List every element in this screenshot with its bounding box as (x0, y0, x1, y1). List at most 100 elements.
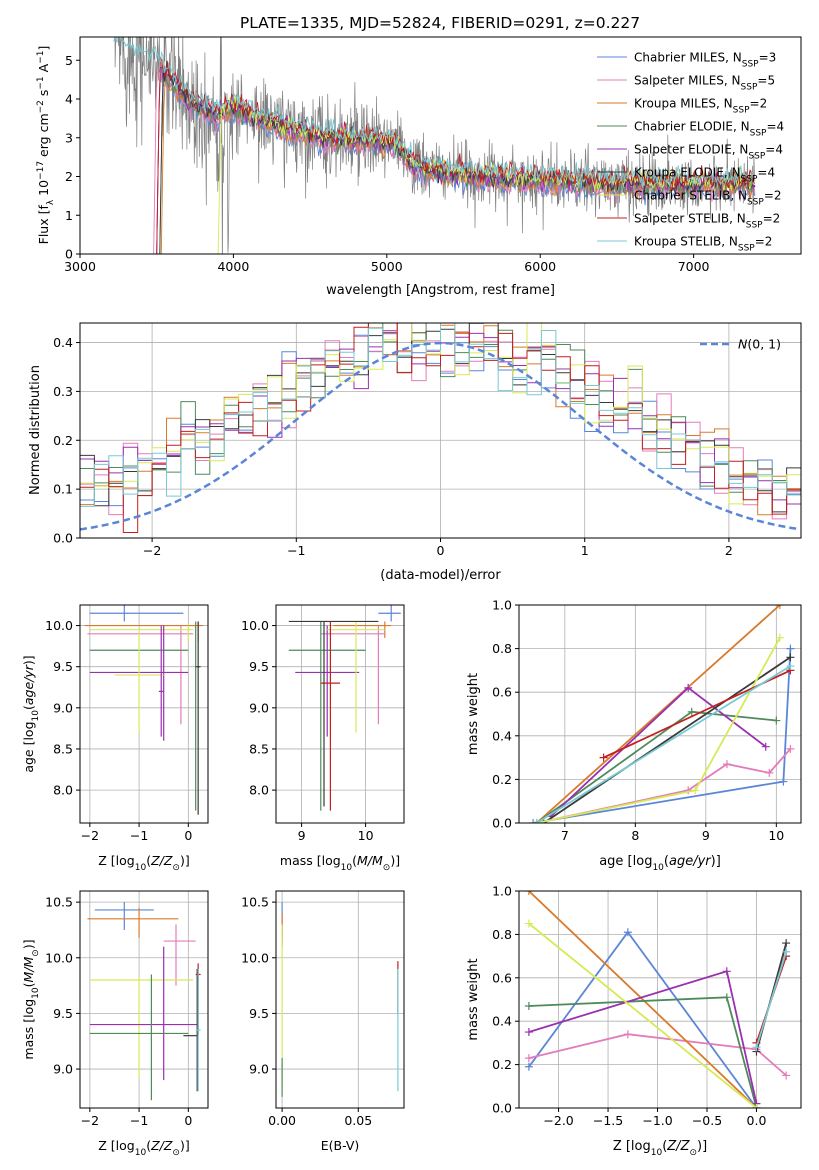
z-age-plot-area (84, 605, 204, 815)
legend-label-1: Salpeter MILES, NSSP=5 (634, 74, 775, 93)
z-weight-ytick-label: 1.0 (492, 884, 512, 899)
z-weight-line-6 (528, 922, 758, 1108)
mass-age-plot-area (288, 605, 401, 811)
spectrum-ytick-label: 0 (65, 247, 73, 262)
z-age-xtick-label: −1 (130, 828, 148, 843)
z-mass-ylabel: mass [log10(M/M⊙)] (21, 939, 41, 1059)
z-mass-xtick-label: −2 (81, 1113, 99, 1128)
age-weight-marker (722, 760, 731, 769)
normal-curve (80, 341, 799, 531)
age-weight-marker (684, 683, 693, 692)
mass-age-xlabel: mass [log10(M/M⊙)] (280, 853, 400, 873)
z-age-ytick-label: 8.5 (53, 741, 73, 756)
ebv-mass-xlabel: E(B-V) (321, 1138, 360, 1153)
legend-label-3: Chabrier ELODIE, NSSP=4 (634, 120, 784, 139)
spectrum-ytick-label: 2 (65, 169, 73, 184)
z-age-frame (79, 604, 209, 824)
mass-age-ytick-label: 9.0 (249, 700, 269, 715)
age-weight-marker (775, 605, 784, 609)
z-age-panel: −2 −1 0 8.0 8.5 9.0 9.5 10.0 Z [log10(Z/Z⊙)] age … (21, 604, 209, 873)
spectrum-plot-area (113, 37, 756, 254)
age-weight-marker (761, 742, 770, 751)
residuals-ytick-label: 0.2 (53, 433, 73, 448)
z-age-xlabel: Z [log10(Z/Z⊙)] (98, 853, 189, 873)
age-weight-ylabel: mass weight (466, 673, 481, 755)
z-weight-marker (722, 967, 731, 976)
z-weight-xtick-label: −2.0 (543, 1113, 573, 1128)
spectrum-model-line-7 (156, 56, 755, 254)
z-weight-xtick-label: −0.5 (692, 1113, 722, 1128)
z-weight-ytick-label: 0.0 (492, 1101, 512, 1116)
age-weight-xtick-label: 7 (561, 828, 569, 843)
age-weight-marker (786, 744, 795, 753)
spectrum-xlabel: wavelength [Angstrom, rest frame] (326, 283, 555, 298)
z-mass-ytick-label: 10.0 (45, 950, 73, 965)
age-weight-marker (786, 653, 795, 662)
z-mass-xtick-label: −1 (130, 1113, 148, 1128)
z-weight-line-8 (755, 951, 788, 1048)
z-weight-marker (524, 1054, 533, 1063)
z-weight-frame (518, 890, 802, 1109)
z-mass-ytick-label: 9.5 (53, 1006, 73, 1021)
z-weight-marker (623, 928, 632, 937)
legend-label-8: Kroupa STELIB, NSSP=2 (634, 235, 772, 254)
z-age-xtick-label: 0 (184, 828, 192, 843)
residuals-plot-area (80, 323, 801, 533)
age-weight-ytick-label: 0.4 (492, 728, 512, 743)
age-weight-marker (599, 753, 608, 762)
z-weight-marker (782, 939, 791, 948)
ebv-mass-plot-area (281, 902, 399, 1097)
spectrum-xtick-label: 3000 (64, 259, 96, 274)
spectrum-xtick-label: 6000 (524, 259, 556, 274)
mass-age-ytick-label: 8.5 (249, 741, 269, 756)
z-weight-line-2 (528, 891, 758, 1108)
mass-age-ytick-label: 9.5 (249, 659, 269, 674)
z-weight-xtick-label: 0.0 (747, 1113, 767, 1128)
residuals-ylabel: Normed distribution (28, 365, 43, 495)
legend-label-2: Kroupa MILES, NSSP=2 (634, 97, 767, 116)
age-weight-xtick-label: 9 (702, 828, 710, 843)
z-weight-marker (722, 993, 731, 1002)
ebv-mass-panel: 0.00 0.05 9.0 9.5 10.0 10.5 E(B-V) (241, 890, 405, 1153)
z-age-ylabel: age [log10(age/yr)] (21, 655, 41, 772)
age-weight-panel: 7 8 9 10 0.0 0.2 0.4 0.6 0.8 1.0 age [log10(age/yr… (466, 598, 802, 873)
z-weight-plot-area (524, 891, 791, 1108)
ebv-mass-frame (275, 890, 405, 1109)
residuals-ytick-label: 0.0 (53, 531, 73, 546)
legend-label-6: Chabrier STELIB, NSSP=2 (634, 189, 782, 208)
age-weight-ytick-label: 0.2 (492, 772, 512, 787)
residuals-xlabel: (data-model)/error (380, 568, 501, 583)
z-weight-line-4 (528, 970, 758, 1104)
age-weight-marker (775, 633, 784, 642)
z-mass-frame (79, 890, 209, 1109)
spectrum-xtick-label: 5000 (371, 259, 403, 274)
spectrum-ytick-label: 4 (65, 92, 73, 107)
z-weight-xlabel: Z [log10(Z/Z⊙)] (613, 1139, 707, 1158)
z-mass-ytick-label: 9.0 (53, 1062, 73, 1077)
z-age-ytick-label: 10.0 (45, 618, 73, 633)
z-mass-plot-area (87, 902, 201, 1101)
residual-histogram-8 (80, 323, 801, 507)
age-weight-line-5 (543, 656, 791, 823)
age-weight-ytick-label: 1.0 (492, 598, 512, 613)
z-weight-line-0 (528, 930, 758, 1108)
z-mass-xtick-label: 0 (184, 1113, 192, 1128)
z-weight-panel: −2.0 −1.5 −1.0 −0.5 0.0 0.0 0.2 0.4 0.6 0.8 1.0 Z [… (466, 884, 802, 1158)
z-weight-xtick-label: −1.5 (593, 1113, 623, 1128)
z-weight-line-3 (528, 996, 758, 1108)
spectrum-legend: Chabrier MILES, NSSP=3 Salpeter MILES, NS… (597, 51, 784, 254)
ebv-mass-xtick-label: 0.05 (344, 1113, 372, 1128)
spectrum-frame (79, 36, 802, 255)
z-weight-ytick-label: 0.4 (492, 1014, 512, 1029)
ebv-mass-xtick-label: 0.00 (268, 1113, 296, 1128)
residuals-xtick-label: −2 (143, 543, 161, 558)
mass-age-ytick-label: 10.0 (241, 618, 269, 633)
mass-age-frame (275, 604, 405, 824)
age-weight-marker (779, 777, 788, 786)
z-weight-marker (524, 1062, 533, 1071)
age-weight-marker (532, 819, 541, 823)
z-weight-marker (524, 1028, 533, 1037)
age-weight-frame (518, 604, 802, 824)
spectrum-panel: 3000 4000 5000 6000 7000 0 1 2 3 4 5 Chabrier MILES… (36, 36, 802, 298)
spectrum-xtick-label: 4000 (217, 259, 249, 274)
